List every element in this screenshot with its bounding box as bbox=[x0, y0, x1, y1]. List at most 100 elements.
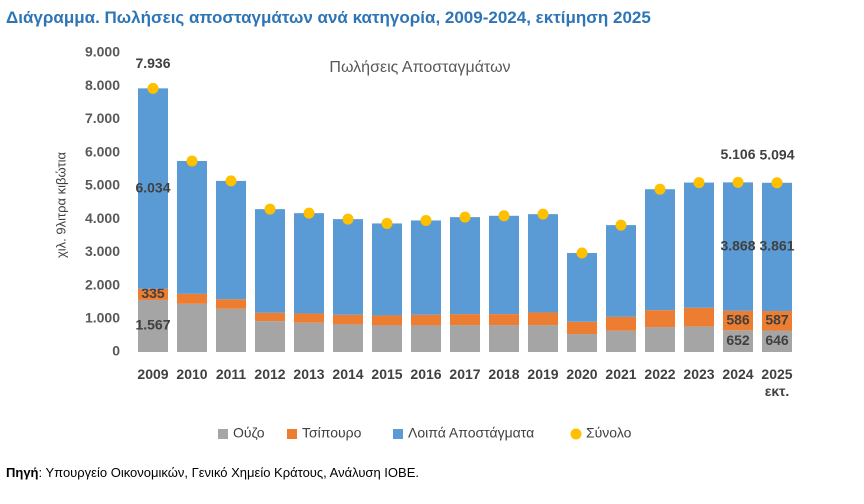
source-text: : Υπουργείο Οικονομικών, Γενικό Χημείο Κ… bbox=[38, 465, 419, 480]
bar-segment bbox=[255, 321, 285, 352]
legend-label: Λοιπά Αποστάγματα bbox=[408, 425, 534, 441]
page-title: Διάγραμμα. Πωλήσεις αποσταγμάτων ανά κατ… bbox=[6, 8, 651, 27]
bar-segment bbox=[216, 299, 246, 309]
total-dot bbox=[381, 217, 393, 229]
data-label: 3.868 bbox=[720, 237, 755, 253]
legend-label: Τσίπουρο bbox=[302, 425, 362, 441]
bar-segment bbox=[762, 311, 792, 331]
bar-segment bbox=[333, 324, 363, 352]
data-label: 3.861 bbox=[759, 238, 794, 254]
bar-segment bbox=[372, 223, 402, 316]
total-dot bbox=[732, 176, 744, 188]
total-dot bbox=[615, 219, 627, 231]
data-label: 7.936 bbox=[135, 55, 170, 71]
bar-segment bbox=[294, 322, 324, 352]
bar-segment bbox=[255, 312, 285, 322]
bar-segment bbox=[411, 314, 441, 326]
bar-segment bbox=[762, 182, 792, 312]
total-dot bbox=[186, 155, 198, 167]
y-tick-label: 0 bbox=[112, 343, 120, 359]
total-dot bbox=[459, 211, 471, 223]
bar-segment bbox=[177, 293, 207, 304]
x-tick-label: 2012 bbox=[254, 366, 286, 382]
data-label: 5.106 bbox=[720, 146, 755, 162]
total-dot bbox=[537, 208, 549, 220]
data-label: 587 bbox=[765, 311, 789, 327]
legend-marker bbox=[287, 429, 297, 439]
legend-label: Ούζο bbox=[233, 425, 265, 441]
x-tick-label: 2014 bbox=[332, 366, 364, 382]
bar-segment bbox=[645, 327, 675, 352]
data-label: 1.567 bbox=[135, 317, 170, 333]
bar-segment bbox=[450, 325, 480, 352]
bar-segment bbox=[294, 213, 324, 314]
x-tick-label: 2019 bbox=[527, 366, 559, 382]
bar-segment bbox=[294, 313, 324, 323]
total-dot bbox=[693, 177, 705, 189]
x-tick-label: 2013 bbox=[293, 366, 325, 382]
source: Πηγή: Υπουργείο Οικονομικών, Γενικό Χημε… bbox=[6, 465, 419, 480]
total-dot bbox=[303, 207, 315, 219]
bar-segment bbox=[684, 326, 714, 352]
total-dot bbox=[771, 177, 783, 189]
total-dot bbox=[654, 183, 666, 195]
source-label: Πηγή bbox=[6, 465, 39, 480]
y-tick-label: 2.000 bbox=[85, 276, 120, 292]
data-label: 5.094 bbox=[759, 146, 794, 162]
legend-marker bbox=[218, 429, 228, 439]
bar-segment bbox=[216, 308, 246, 352]
x-tick-label: 2017 bbox=[449, 366, 481, 382]
bar-segment bbox=[489, 314, 519, 326]
x-tick-label: 2023 bbox=[683, 366, 715, 382]
y-tick-label: 5.000 bbox=[85, 177, 120, 193]
x-tick-label: 2020 bbox=[566, 366, 598, 382]
x-tick-label: 2021 bbox=[605, 366, 637, 382]
bar-segment bbox=[372, 315, 402, 326]
bar-segment bbox=[333, 219, 363, 315]
legend-marker bbox=[570, 428, 582, 440]
bar-segment bbox=[450, 314, 480, 326]
x-tick-label: 2022 bbox=[644, 366, 676, 382]
bar-segment bbox=[177, 303, 207, 352]
bar-segment bbox=[489, 215, 519, 315]
total-dot bbox=[498, 210, 510, 222]
bar-segment bbox=[372, 325, 402, 352]
y-tick-label: 6.000 bbox=[85, 143, 120, 159]
bar-segment bbox=[723, 330, 753, 352]
total-dot bbox=[147, 82, 159, 94]
bar-segment bbox=[333, 314, 363, 325]
x-tick-label: 2011 bbox=[215, 366, 247, 382]
y-tick-label: 8.000 bbox=[85, 77, 120, 93]
bar-segment bbox=[138, 288, 168, 300]
data-label: 335 bbox=[141, 285, 165, 301]
x-tick-label: 2010 bbox=[176, 366, 208, 382]
bar-segment bbox=[762, 330, 792, 352]
bar-segment bbox=[567, 321, 597, 335]
bar-segment bbox=[606, 316, 636, 331]
chart-title: Πωλήσεις Αποσταγμάτων bbox=[329, 59, 510, 76]
legend-marker bbox=[393, 429, 403, 439]
bar-segment bbox=[684, 307, 714, 327]
y-tick-label: 7.000 bbox=[85, 110, 120, 126]
y-tick-label: 4.000 bbox=[85, 210, 120, 226]
y-tick-label: 3.000 bbox=[85, 243, 120, 259]
bar-segment bbox=[723, 310, 753, 331]
bar-segment bbox=[528, 325, 558, 352]
total-dot bbox=[420, 214, 432, 226]
x-tick-label: 2025 εκτ. bbox=[761, 366, 793, 399]
bar-segment bbox=[255, 209, 285, 313]
bar-segment bbox=[489, 325, 519, 352]
total-dot bbox=[225, 175, 237, 187]
total-dot bbox=[264, 203, 276, 215]
x-tick-label: 2018 bbox=[488, 366, 520, 382]
bar-segment bbox=[606, 330, 636, 352]
bar-segment bbox=[450, 217, 480, 315]
bar-segment bbox=[567, 252, 597, 322]
bar-segment bbox=[684, 182, 714, 308]
data-label: 646 bbox=[765, 332, 789, 348]
x-tick-label: 2009 bbox=[137, 366, 169, 382]
y-tick-label: 1.000 bbox=[85, 309, 120, 325]
x-tick-label: 2015 bbox=[371, 366, 403, 382]
total-dot bbox=[342, 213, 354, 225]
